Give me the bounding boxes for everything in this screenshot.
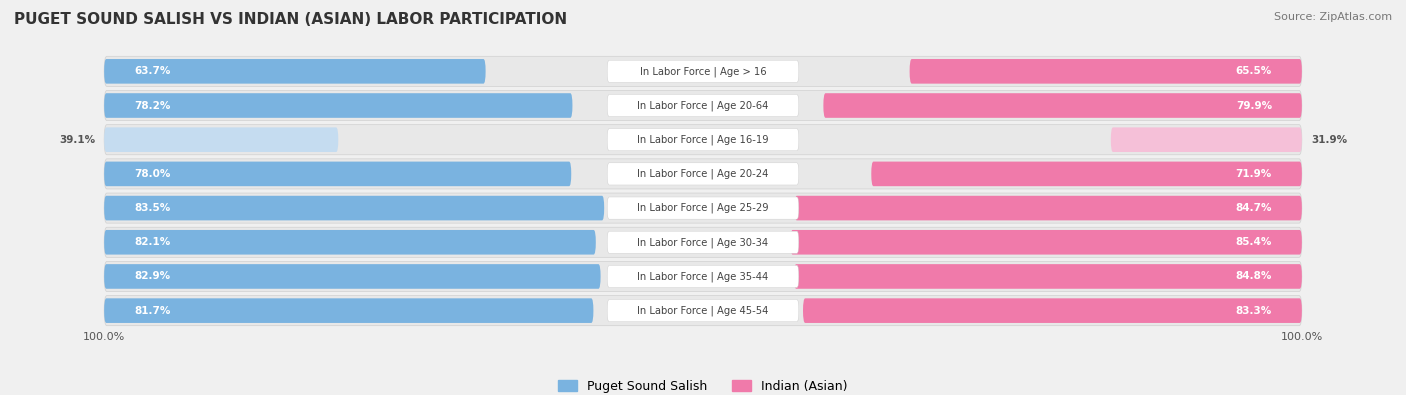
Text: 100.0%: 100.0% — [1281, 332, 1323, 342]
Text: PUGET SOUND SALISH VS INDIAN (ASIAN) LABOR PARTICIPATION: PUGET SOUND SALISH VS INDIAN (ASIAN) LAB… — [14, 12, 567, 27]
Text: 82.1%: 82.1% — [134, 237, 170, 247]
Text: 78.0%: 78.0% — [134, 169, 170, 179]
FancyBboxPatch shape — [607, 231, 799, 253]
Text: In Labor Force | Age 45-54: In Labor Force | Age 45-54 — [637, 305, 769, 316]
Text: 63.7%: 63.7% — [134, 66, 170, 76]
FancyBboxPatch shape — [607, 129, 799, 151]
Text: 83.5%: 83.5% — [134, 203, 170, 213]
FancyBboxPatch shape — [790, 230, 1302, 254]
Text: 85.4%: 85.4% — [1236, 237, 1272, 247]
Text: In Labor Force | Age 16-19: In Labor Force | Age 16-19 — [637, 134, 769, 145]
FancyBboxPatch shape — [607, 265, 799, 288]
FancyBboxPatch shape — [607, 197, 799, 219]
FancyBboxPatch shape — [104, 295, 1302, 326]
Text: 65.5%: 65.5% — [1236, 66, 1272, 76]
FancyBboxPatch shape — [104, 90, 1302, 120]
FancyBboxPatch shape — [607, 163, 799, 185]
Text: 79.9%: 79.9% — [1236, 100, 1272, 111]
FancyBboxPatch shape — [104, 196, 605, 220]
FancyBboxPatch shape — [1111, 128, 1302, 152]
FancyBboxPatch shape — [803, 298, 1302, 323]
Text: In Labor Force | Age 30-34: In Labor Force | Age 30-34 — [637, 237, 769, 248]
Text: 82.9%: 82.9% — [134, 271, 170, 282]
FancyBboxPatch shape — [104, 59, 485, 84]
FancyBboxPatch shape — [824, 93, 1302, 118]
Text: In Labor Force | Age 20-24: In Labor Force | Age 20-24 — [637, 169, 769, 179]
FancyBboxPatch shape — [104, 298, 593, 323]
Text: 84.8%: 84.8% — [1236, 271, 1272, 282]
FancyBboxPatch shape — [607, 60, 799, 83]
Text: 39.1%: 39.1% — [59, 135, 96, 145]
Legend: Puget Sound Salish, Indian (Asian): Puget Sound Salish, Indian (Asian) — [554, 375, 852, 395]
FancyBboxPatch shape — [794, 196, 1302, 220]
Text: 71.9%: 71.9% — [1236, 169, 1272, 179]
Text: In Labor Force | Age > 16: In Labor Force | Age > 16 — [640, 66, 766, 77]
Text: 84.7%: 84.7% — [1236, 203, 1272, 213]
FancyBboxPatch shape — [104, 162, 571, 186]
FancyBboxPatch shape — [607, 299, 799, 322]
FancyBboxPatch shape — [104, 227, 1302, 257]
FancyBboxPatch shape — [104, 230, 596, 254]
FancyBboxPatch shape — [104, 125, 1302, 155]
Text: In Labor Force | Age 35-44: In Labor Force | Age 35-44 — [637, 271, 769, 282]
FancyBboxPatch shape — [794, 264, 1302, 289]
Text: Source: ZipAtlas.com: Source: ZipAtlas.com — [1274, 12, 1392, 22]
Text: In Labor Force | Age 20-64: In Labor Force | Age 20-64 — [637, 100, 769, 111]
FancyBboxPatch shape — [872, 162, 1302, 186]
FancyBboxPatch shape — [104, 264, 600, 289]
FancyBboxPatch shape — [104, 93, 572, 118]
FancyBboxPatch shape — [910, 59, 1302, 84]
FancyBboxPatch shape — [104, 193, 1302, 223]
Text: 31.9%: 31.9% — [1310, 135, 1347, 145]
Text: 78.2%: 78.2% — [134, 100, 170, 111]
Text: 83.3%: 83.3% — [1236, 306, 1272, 316]
FancyBboxPatch shape — [104, 128, 339, 152]
FancyBboxPatch shape — [104, 56, 1302, 87]
FancyBboxPatch shape — [104, 261, 1302, 292]
Text: 81.7%: 81.7% — [134, 306, 170, 316]
FancyBboxPatch shape — [104, 159, 1302, 189]
Text: 100.0%: 100.0% — [83, 332, 125, 342]
Text: In Labor Force | Age 25-29: In Labor Force | Age 25-29 — [637, 203, 769, 213]
FancyBboxPatch shape — [607, 94, 799, 117]
